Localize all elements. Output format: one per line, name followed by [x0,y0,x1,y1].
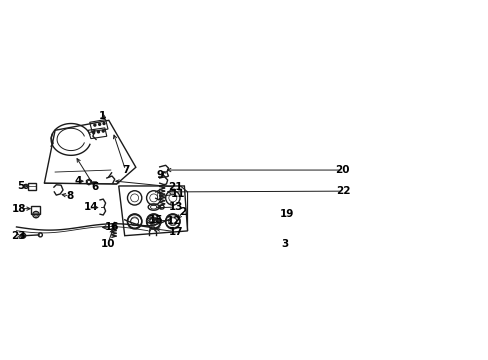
Text: 5: 5 [17,181,24,191]
Circle shape [103,122,105,125]
Bar [31,206,40,214]
Text: 18: 18 [12,204,26,213]
Text: 13: 13 [168,202,183,212]
Text: 1: 1 [98,111,105,121]
Circle shape [102,130,104,132]
Text: 11: 11 [171,189,185,199]
Text: 19: 19 [279,209,294,219]
Text: 9: 9 [156,170,163,180]
Text: 15: 15 [148,215,163,225]
Text: 23: 23 [11,231,25,241]
Circle shape [93,132,95,134]
Circle shape [94,124,96,126]
Text: 10: 10 [101,239,115,249]
Text: 14: 14 [83,202,98,212]
Bar [28,183,36,190]
Text: 17: 17 [168,227,183,237]
Text: 3: 3 [281,239,288,249]
Text: 8: 8 [66,191,73,201]
Circle shape [22,234,24,237]
Text: 6: 6 [91,182,98,192]
Text: 2: 2 [179,207,185,217]
Text: 12: 12 [167,216,182,226]
Circle shape [99,123,101,125]
Text: 21: 21 [168,182,183,192]
Text: 7: 7 [122,165,129,175]
Circle shape [97,131,99,133]
Text: 4: 4 [74,176,81,186]
Text: 20: 20 [335,165,349,175]
Text: 16: 16 [104,222,119,232]
Text: 22: 22 [336,186,350,196]
